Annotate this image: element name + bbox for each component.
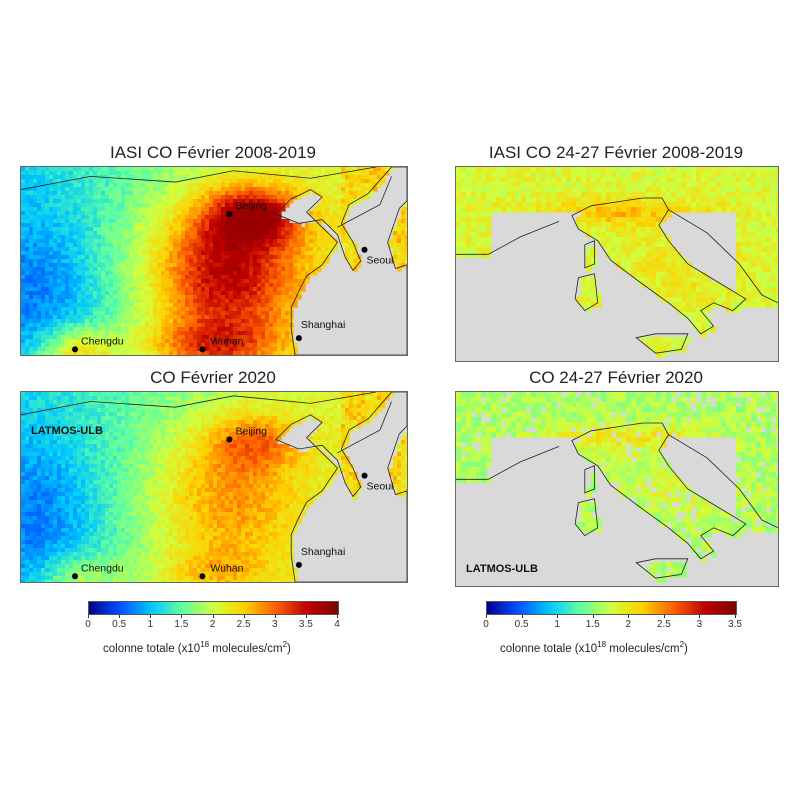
coastline bbox=[574, 498, 599, 537]
map-italy-2008-2019 bbox=[455, 166, 779, 362]
city-marker-shanghai bbox=[295, 561, 302, 568]
colorbar-right-label: colonne totale (x1018 molecules/cm2) bbox=[500, 640, 688, 655]
coastline bbox=[668, 209, 778, 304]
city-label-chengdu: Chengdu bbox=[81, 562, 124, 574]
colorbar-tick-label: 3 bbox=[696, 619, 703, 630]
city-marker-seoul bbox=[361, 246, 368, 253]
colorbar-left-label: colonne totale (x1018 molecules/cm2) bbox=[103, 640, 291, 655]
city-label-seoul: Seoul bbox=[367, 481, 394, 493]
city-label-beijing: Beijing bbox=[235, 200, 267, 212]
colorbar-tick-label: 3.5 bbox=[728, 619, 742, 630]
panel-title-italy-2008-2019: IASI CO 24-27 Février 2008-2019 bbox=[488, 143, 744, 162]
colorbar-tickmark bbox=[628, 615, 630, 618]
colorbar-tickmark bbox=[88, 615, 89, 618]
coastline bbox=[571, 422, 747, 560]
colorbar-tickmark bbox=[150, 615, 152, 618]
city-marker-seoul bbox=[361, 472, 368, 479]
colorbar-tick-label: 2 bbox=[209, 619, 216, 630]
colorbar-tickmark bbox=[274, 615, 276, 618]
colorbar-tick-label: 3.5 bbox=[298, 619, 313, 630]
colorbar-tick-label: 0.5 bbox=[112, 619, 127, 630]
city-marker-chengdu bbox=[72, 346, 79, 353]
colorbar-tick-label: 2.5 bbox=[236, 619, 251, 630]
colorbar-tick-label: 1.5 bbox=[174, 619, 189, 630]
colorbar-tickmark bbox=[337, 615, 338, 618]
colorbar-tick-label: 1.5 bbox=[585, 619, 600, 630]
border-line bbox=[337, 176, 392, 228]
co-field bbox=[456, 167, 778, 358]
coastline bbox=[456, 445, 560, 480]
colorbar-tickmark bbox=[735, 615, 736, 618]
colorbar-tickmark bbox=[592, 615, 594, 618]
city-label-seoul: Seoul bbox=[367, 255, 394, 267]
city-label-wuhan: Wuhan bbox=[210, 562, 243, 574]
city-label-beijing: Beijing bbox=[235, 426, 267, 438]
city-marker-wuhan bbox=[199, 573, 206, 580]
colorbar-tickmark bbox=[486, 615, 487, 618]
colorbar-tick-label: 3 bbox=[271, 619, 278, 630]
colorbar-tick-label: 2 bbox=[625, 619, 632, 630]
border-line bbox=[21, 167, 377, 190]
panel-title-italy-2020: CO 24-27 Février 2020 bbox=[529, 368, 703, 387]
city-label-shanghai: Shanghai bbox=[301, 546, 345, 558]
colorbar-tickmark bbox=[181, 615, 183, 618]
city-marker-wuhan bbox=[199, 346, 206, 353]
city-marker-shanghai bbox=[295, 335, 302, 342]
coastline bbox=[275, 167, 407, 355]
colorbar-tickmark bbox=[699, 615, 701, 618]
colorbar-right bbox=[486, 601, 737, 615]
co-field bbox=[21, 392, 407, 582]
colorbar-tick-label: 0 bbox=[483, 619, 489, 630]
colorbar-tick-label: 0 bbox=[85, 619, 91, 630]
coastline bbox=[275, 392, 407, 582]
colorbar-tickmark bbox=[119, 615, 121, 618]
colorbar-tick-label: 1 bbox=[147, 619, 154, 630]
colorbar-tick-label: 0.5 bbox=[514, 619, 529, 630]
colorbar-tickmark bbox=[521, 615, 523, 618]
latmos-ulb-badge: LATMOS-ULB bbox=[466, 563, 538, 575]
colorbar-tick-label: 2.5 bbox=[656, 619, 671, 630]
colorbar-tick-label: 4 bbox=[334, 619, 340, 630]
city-marker-chengdu bbox=[72, 573, 79, 580]
co-field bbox=[456, 392, 778, 583]
coastline bbox=[571, 197, 747, 335]
city-marker-beijing bbox=[226, 436, 233, 443]
coastline bbox=[635, 558, 689, 579]
colorbar-tick-label: 1 bbox=[554, 619, 560, 630]
map-china-2008-2019: Beijing Seoul Shanghai Chengdu Wuhan bbox=[20, 166, 408, 356]
map-italy-2020: LATMOS-ULB bbox=[455, 391, 779, 587]
city-label-shanghai: Shanghai bbox=[301, 319, 345, 331]
coastline bbox=[635, 333, 689, 354]
colorbar-tickmark bbox=[305, 615, 307, 618]
coastline bbox=[584, 240, 595, 269]
panel-title-china-2008-2019: IASI CO Février 2008-2019 bbox=[110, 143, 316, 162]
colorbar-left bbox=[88, 601, 339, 615]
city-marker-beijing bbox=[226, 211, 233, 217]
colorbar-tickmark bbox=[243, 615, 245, 618]
coastline bbox=[456, 220, 560, 255]
panel-title-china-2020: CO Février 2020 bbox=[150, 368, 276, 387]
coastline bbox=[668, 434, 778, 529]
co-field bbox=[21, 167, 407, 355]
latmos-ulb-badge: LATMOS-ULB bbox=[31, 425, 103, 437]
border-line bbox=[337, 401, 392, 454]
colorbar-tickmark bbox=[663, 615, 665, 618]
city-label-chengdu: Chengdu bbox=[81, 335, 124, 347]
colorbar-tickmark bbox=[557, 615, 559, 618]
coastline bbox=[584, 465, 595, 494]
city-label-wuhan: Wuhan bbox=[210, 335, 243, 347]
colorbar-tickmark bbox=[212, 615, 214, 618]
map-china-2020: Beijing Seoul Shanghai Chengdu Wuhan LATMOS-U… bbox=[20, 391, 408, 583]
coastline bbox=[574, 273, 599, 312]
border-line bbox=[21, 392, 377, 416]
